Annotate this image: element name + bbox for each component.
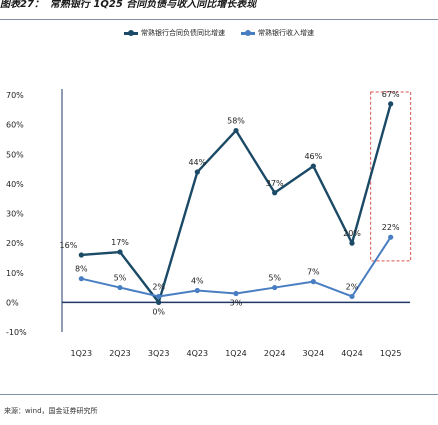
figure-caption: 图表27： 常熟银行 1Q25 合同负债与收入同比增长表现 [0, 0, 438, 16]
source-divider [0, 394, 438, 395]
source-note: 来源：wind，国金证券研究所 [4, 407, 98, 415]
y-tick-label: 10% [6, 269, 24, 278]
x-tick-label: 1Q23 [71, 349, 93, 358]
data-label: 7% [307, 268, 320, 277]
data-label: 17% [111, 238, 129, 247]
data-point [156, 293, 162, 300]
y-tick-label: -10% [6, 328, 27, 337]
legend: 常熟银行合同负债同比增速 常熟银行收入增速 [0, 28, 438, 38]
figure-title: 常熟银行 1Q25 合同负债与收入同比增长表现 [49, 0, 257, 10]
data-label: 4% [191, 277, 204, 286]
data-point [78, 252, 84, 258]
legend-swatch-contract [124, 30, 138, 36]
data-label: 67% [382, 90, 400, 99]
x-tick-label: 2Q24 [264, 349, 286, 358]
data-point [194, 169, 200, 175]
data-point [117, 249, 123, 255]
x-tick-label: 3Q23 [148, 349, 170, 358]
data-label: 16% [60, 241, 78, 250]
data-label: 5% [114, 274, 127, 283]
legend-swatch-revenue [241, 30, 255, 36]
data-point [194, 287, 200, 294]
data-point [388, 101, 394, 107]
data-point [388, 234, 394, 240]
data-point [310, 163, 316, 169]
legend-item-contract: 常熟银行合同负债同比增速 [124, 28, 225, 38]
data-label: 2% [346, 282, 359, 291]
figure-number: 图表27： [0, 0, 44, 10]
x-tick-label: 1Q24 [225, 349, 247, 358]
y-tick-label: 60% [6, 121, 24, 130]
x-tick-label: 1Q25 [380, 349, 402, 358]
y-tick-label: 20% [6, 239, 24, 248]
y-tick-label: 0% [6, 298, 19, 307]
data-label: 46% [304, 152, 322, 161]
data-point [78, 276, 84, 282]
data-point [233, 290, 239, 297]
data-label: 44% [188, 158, 206, 167]
data-point [233, 127, 239, 134]
data-label: 22% [382, 223, 400, 232]
data-point [349, 293, 355, 300]
caption-divider [0, 19, 438, 20]
data-label: 5% [268, 274, 281, 283]
x-tick-label: 4Q23 [187, 349, 209, 358]
data-point [310, 279, 316, 285]
y-tick-label: 40% [6, 180, 24, 189]
y-tick-label: 30% [6, 210, 24, 219]
x-tick-label: 3Q24 [303, 349, 325, 358]
data-label: 0% [152, 307, 165, 316]
legend-label-revenue: 常熟银行收入增速 [258, 29, 314, 37]
data-point [272, 284, 278, 291]
data-label: 37% [266, 179, 284, 188]
data-label: 8% [75, 265, 88, 274]
data-point [272, 190, 278, 196]
data-point [117, 284, 123, 291]
x-tick-label: 2Q23 [109, 349, 131, 358]
data-label: 20% [343, 229, 361, 238]
data-point [349, 240, 355, 246]
x-tick-label: 4Q24 [341, 349, 363, 358]
series-line-contract [81, 103, 392, 304]
highlight-box [370, 91, 412, 262]
line-chart: 70% 60% 50% 40% 30% 20% 10% 0% -10% 1Q23 2Q23 3Q23 4… [6, 89, 412, 358]
data-label: 3% [230, 298, 243, 307]
y-tick-label: 50% [6, 150, 24, 159]
legend-item-revenue: 常熟银行收入增速 [241, 28, 314, 38]
y-tick-label: 70% [6, 91, 24, 100]
data-label: 58% [227, 117, 245, 126]
legend-label-contract: 常熟银行合同负债同比增速 [141, 29, 225, 37]
data-point [156, 299, 162, 305]
data-label: 2% [152, 282, 165, 291]
